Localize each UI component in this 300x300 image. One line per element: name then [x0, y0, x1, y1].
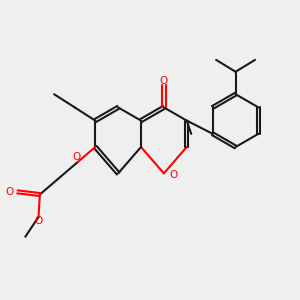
Text: O: O	[160, 76, 168, 86]
Text: O: O	[73, 152, 81, 162]
Text: O: O	[34, 216, 43, 226]
Text: O: O	[169, 170, 178, 180]
Text: O: O	[5, 187, 14, 197]
